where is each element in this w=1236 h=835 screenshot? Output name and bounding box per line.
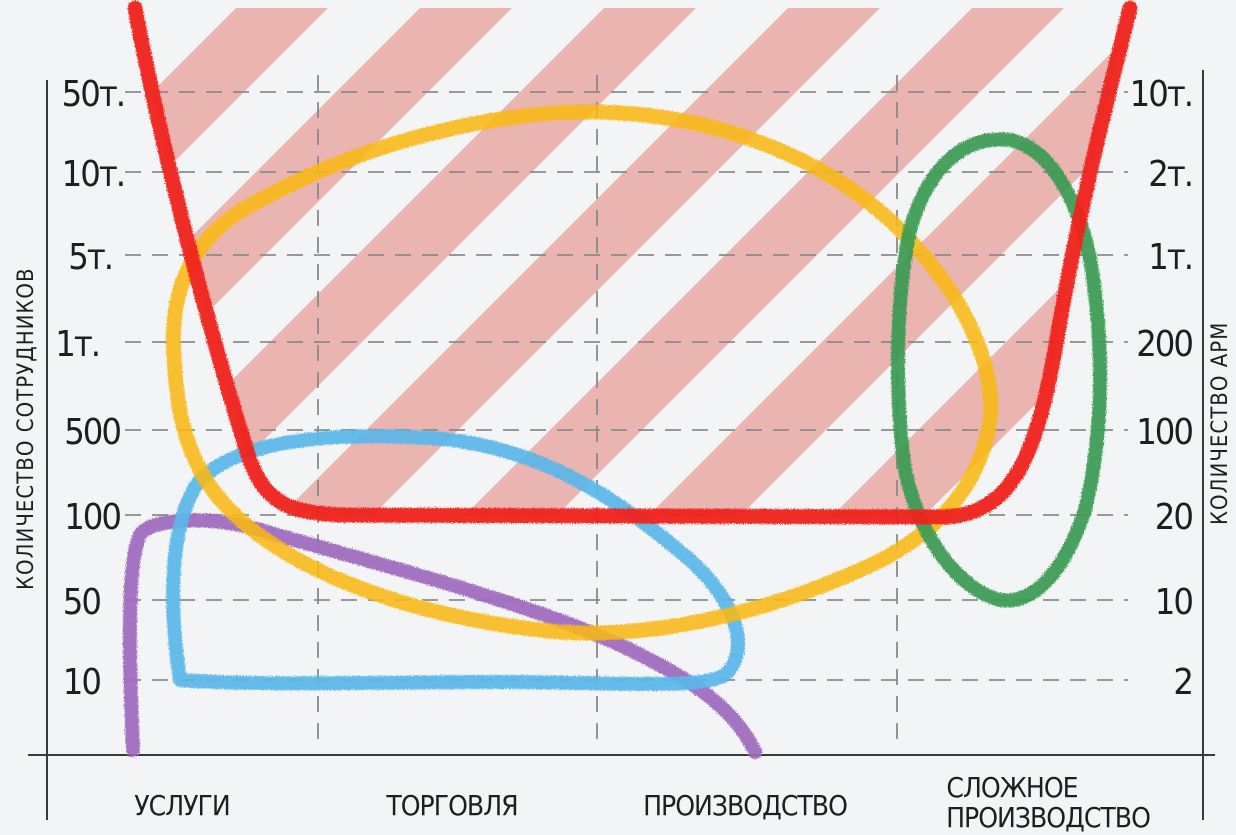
left-tick-10: 10	[63, 662, 101, 703]
category-complex-production-line2: ПРОИЗВОДСТВО	[946, 801, 1150, 834]
red-boundary	[127, 0, 1138, 525]
left-tick-100: 100	[64, 497, 120, 538]
left-tick-1k: 1т.	[55, 324, 99, 365]
yellow-oval	[165, 104, 999, 641]
category-production: ПРОИЗВОДСТВО	[643, 789, 847, 822]
category-trade: ТОРГОВЛЯ	[385, 789, 517, 822]
hatch-stripe	[420, 8, 1072, 517]
purple-curve	[122, 513, 762, 759]
left-axis-ticks: 50т. 10т. 5т. 1т. 500 100 50 10	[55, 74, 126, 703]
right-axis-ticks: 10т. 2т. 1т. 200 100 20 10 2	[1130, 74, 1195, 703]
left-tick-50: 50	[63, 582, 101, 623]
green-oval	[891, 132, 1108, 608]
right-axis-title: КОЛИЧЕСТВО АРМ	[1208, 322, 1233, 525]
right-tick-2k: 2т.	[1148, 154, 1192, 195]
right-tick-10k: 10т.	[1130, 74, 1192, 115]
category-complex-production-line1: СЛОЖНОЕ	[946, 771, 1077, 804]
left-tick-500: 500	[64, 412, 120, 453]
left-tick-5k: 5т.	[68, 237, 112, 278]
left-tick-50k: 50т.	[62, 74, 124, 115]
left-tick-10k: 10т.	[62, 154, 124, 195]
hatch-stripe	[236, 8, 888, 517]
right-tick-2: 2	[1173, 662, 1192, 703]
right-tick-20: 20	[1155, 497, 1193, 538]
hatch-stripe	[135, 8, 336, 517]
right-tick-10: 10	[1155, 582, 1193, 623]
right-tick-100: 100	[1136, 412, 1192, 453]
category-services: УСЛУГИ	[134, 789, 229, 822]
right-tick-1k: 1т.	[1148, 237, 1192, 278]
left-axis-title: КОЛИЧЕСТВО СОТРУДНИКОВ	[14, 267, 39, 590]
right-tick-200: 200	[1136, 324, 1192, 365]
